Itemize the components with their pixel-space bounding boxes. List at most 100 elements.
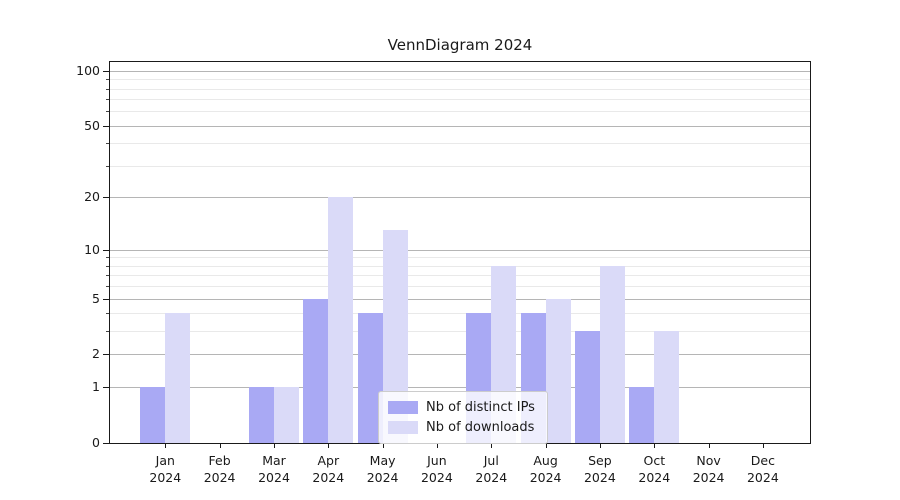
minor-gridline <box>110 99 810 101</box>
top-spine <box>109 61 811 62</box>
y-tick-label: 100 <box>76 62 100 78</box>
y-tick-label: 20 <box>84 189 100 205</box>
x-tick-label-may: May 2024 <box>351 452 415 486</box>
x-tick-year: 2024 <box>529 470 562 485</box>
x-tick-mark <box>708 443 710 448</box>
x-tick-label-mar: Mar 2024 <box>242 452 306 486</box>
x-tick-mark <box>545 443 547 448</box>
bar-nb-of-downloads-jan <box>165 313 191 443</box>
bar-nb-of-downloads-mar <box>274 387 299 443</box>
bar-nb-of-distinct-ips-jan <box>140 387 166 443</box>
minor-gridline <box>110 257 810 259</box>
x-tick-mark <box>491 443 493 448</box>
x-tick-label-jul: Jul 2024 <box>459 452 523 486</box>
y-minor-tick-mark <box>106 99 109 101</box>
bar-nb-of-downloads-sep <box>599 265 625 443</box>
major-gridline <box>110 387 810 389</box>
y-tick-label: 50 <box>84 117 100 133</box>
major-gridline <box>110 249 810 251</box>
x-tick-year: 2024 <box>475 470 508 485</box>
x-tick-year: 2024 <box>258 470 290 485</box>
x-tick-mark <box>328 443 330 448</box>
legend-swatch-distinct-ips <box>388 400 418 414</box>
x-tick-label-dec: Dec 2024 <box>731 452 795 486</box>
y-tick-mark <box>103 197 109 199</box>
y-tick-mark <box>103 249 109 251</box>
y-tick-label: 2 <box>92 346 100 362</box>
bar-nb-of-downloads-oct <box>654 331 680 443</box>
x-tick-month: Oct <box>643 453 666 468</box>
major-gridline <box>110 70 810 72</box>
y-minor-tick-mark <box>106 79 109 81</box>
chart-title: VennDiagram 2024 <box>387 36 533 54</box>
x-tick-year: 2024 <box>420 470 453 485</box>
legend-label-downloads: Nb of downloads <box>426 419 535 435</box>
y-tick-label: 5 <box>92 290 100 306</box>
y-minor-tick-mark <box>106 257 109 259</box>
y-tick-label: 1 <box>92 379 100 395</box>
y-tick-label: 10 <box>84 241 100 257</box>
y-minor-tick-mark <box>106 275 109 277</box>
x-tick-label-nov: Nov 2024 <box>677 452 741 486</box>
x-tick-month: Jun <box>427 453 447 468</box>
x-tick-mark <box>762 443 764 448</box>
x-tick-year: 2024 <box>746 470 779 485</box>
x-tick-year: 2024 <box>203 470 236 485</box>
legend-swatch-downloads <box>388 420 418 434</box>
left-spine <box>109 61 110 444</box>
x-tick-month: May <box>369 453 396 468</box>
y-tick-mark <box>103 125 109 127</box>
minor-gridline <box>110 79 810 81</box>
plot-area: Nb of distinct IPs Nb of downloads <box>109 61 811 444</box>
bar-nb-of-downloads-aug <box>545 298 571 443</box>
x-tick-year: 2024 <box>149 470 182 485</box>
major-gridline <box>110 197 810 199</box>
legend: Nb of distinct IPs Nb of downloads <box>378 391 548 444</box>
x-tick-month: Aug <box>533 453 558 468</box>
y-minor-tick-mark <box>106 331 109 333</box>
x-tick-month: Dec <box>750 453 775 468</box>
y-tick-mark <box>103 387 109 389</box>
x-tick-label-jun: Jun 2024 <box>405 452 469 486</box>
y-minor-tick-mark <box>106 111 109 113</box>
x-tick-year: 2024 <box>366 470 399 485</box>
x-tick-mark <box>436 443 438 448</box>
x-tick-mark <box>219 443 221 448</box>
y-minor-tick-mark <box>106 88 109 90</box>
x-tick-year: 2024 <box>312 470 345 485</box>
x-tick-year: 2024 <box>638 470 671 485</box>
major-gridline <box>110 298 810 300</box>
bar-nb-of-distinct-ips-oct <box>629 387 655 443</box>
x-tick-label-apr: Apr 2024 <box>296 452 360 486</box>
major-gridline <box>110 354 810 356</box>
y-minor-tick-mark <box>106 313 109 315</box>
legend-label-distinct-ips: Nb of distinct IPs <box>426 399 535 415</box>
bar-nb-of-distinct-ips-apr <box>303 298 329 443</box>
y-tick-mark <box>103 354 109 356</box>
minor-gridline <box>110 88 810 90</box>
x-tick-mark <box>274 443 275 448</box>
bar-nb-of-distinct-ips-sep <box>574 331 600 443</box>
minor-gridline <box>110 265 810 267</box>
y-tick-mark <box>103 443 109 444</box>
y-minor-tick-mark <box>106 166 109 167</box>
minor-gridline <box>110 331 810 333</box>
y-tick-mark <box>103 298 109 300</box>
x-tick-mark <box>382 443 384 448</box>
x-tick-year: 2024 <box>583 470 616 485</box>
minor-gridline <box>110 275 810 277</box>
minor-gridline <box>110 286 810 287</box>
minor-gridline <box>110 143 810 145</box>
minor-gridline <box>110 313 810 315</box>
y-minor-tick-mark <box>106 265 109 267</box>
y-minor-tick-mark <box>106 286 109 287</box>
legend-entry-distinct-ips: Nb of distinct IPs <box>388 397 537 417</box>
bar-nb-of-distinct-ips-mar <box>249 387 274 443</box>
x-tick-mark <box>599 443 601 448</box>
x-tick-label-feb: Feb 2024 <box>188 452 252 486</box>
x-tick-mark <box>165 443 167 448</box>
x-tick-mark <box>654 443 656 448</box>
minor-gridline <box>110 166 810 167</box>
x-tick-label-sep: Sep 2024 <box>568 452 632 486</box>
